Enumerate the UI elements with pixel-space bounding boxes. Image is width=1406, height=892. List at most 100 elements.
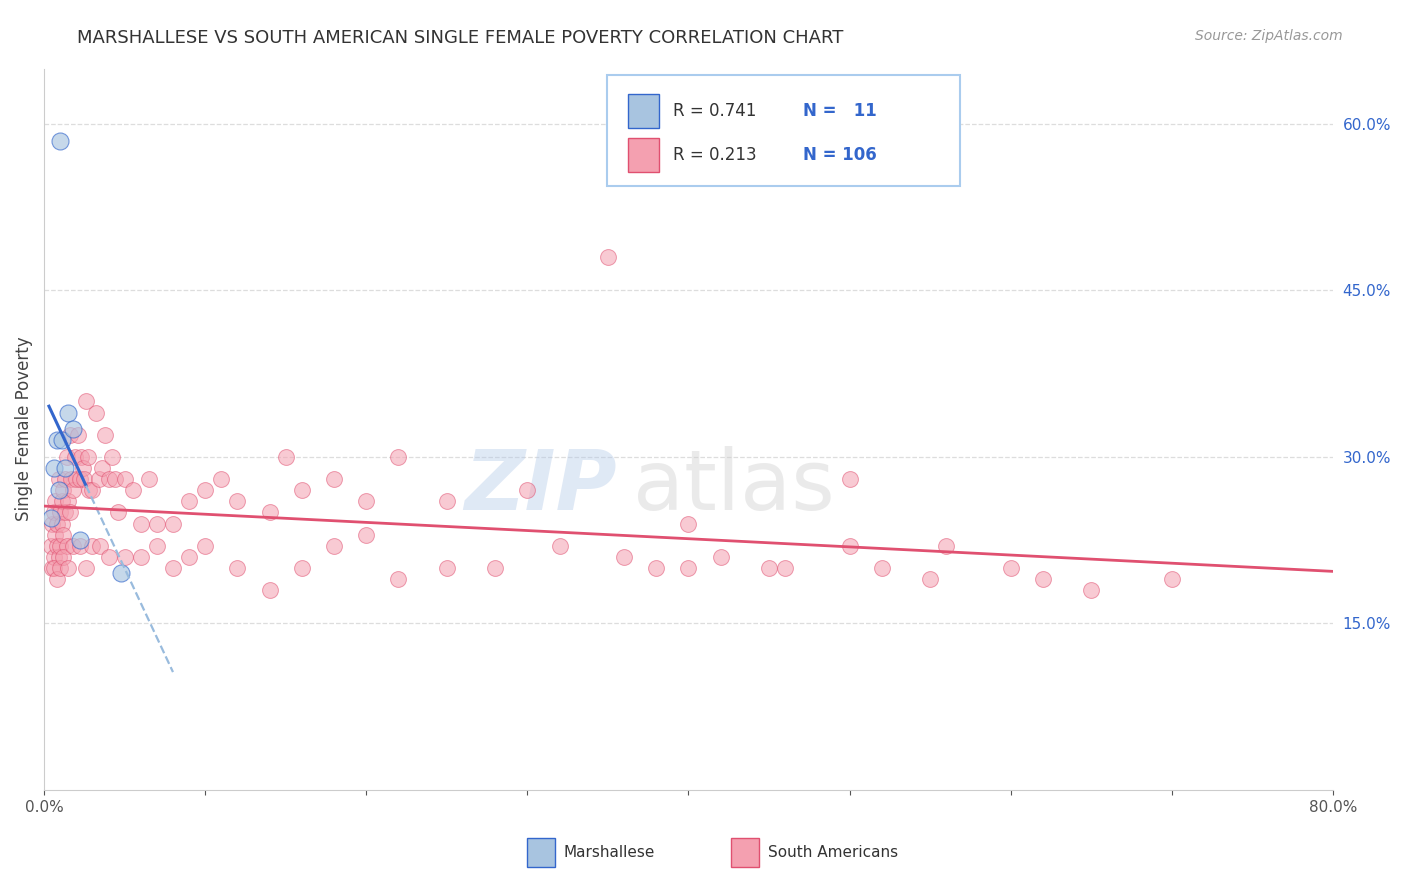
Point [274,450,297,464]
Point [1080,583,1102,598]
Point [69,539,91,553]
Point [838,472,860,486]
Point [91,461,114,475]
Point [60,472,83,486]
Point [52,483,75,498]
Point [97,549,120,564]
Point [1032,572,1054,586]
Text: Marshallese: Marshallese [564,846,655,860]
Point [46,539,69,553]
Point [323,539,346,553]
Point [323,472,346,486]
Point [773,561,796,575]
Point [63,450,86,464]
Point [84,405,107,419]
Point [1160,572,1182,586]
Point [46,434,69,448]
Point [678,561,700,575]
Point [59,427,82,442]
Point [62,483,84,498]
Point [82,539,104,553]
Text: N = 106: N = 106 [803,146,876,164]
Text: MARSHALLESE VS SOUTH AMERICAN SINGLE FEMALE POVERTY CORRELATION CHART: MARSHALLESE VS SOUTH AMERICAN SINGLE FEM… [77,29,844,46]
Point [55,539,77,553]
Point [58,494,80,508]
Point [645,561,668,575]
Point [194,539,217,553]
Point [436,494,458,508]
Point [436,561,458,575]
Point [53,505,76,519]
Point [46,572,69,586]
Point [920,572,942,586]
Point [177,494,200,508]
Point [838,539,860,553]
Point [62,539,84,553]
Point [162,516,184,531]
Text: South Americans: South Americans [768,846,898,860]
Point [49,505,72,519]
Point [104,472,127,486]
Text: Source: ZipAtlas.com: Source: ZipAtlas.com [1195,29,1343,43]
Point [42,505,65,519]
Point [259,583,281,598]
Point [94,427,117,442]
Point [226,561,249,575]
Text: R = 0.213: R = 0.213 [673,146,756,164]
Point [65,472,87,486]
Point [48,549,70,564]
Point [162,561,184,575]
Point [51,494,73,508]
Point [548,539,571,553]
Point [758,561,780,575]
Point [114,549,136,564]
Text: atlas: atlas [633,446,834,527]
Point [39,539,62,553]
Point [55,450,77,464]
Point [49,539,72,553]
Point [51,434,73,448]
Point [75,394,97,409]
Point [46,516,69,531]
Point [596,250,619,264]
Point [209,472,232,486]
Point [484,561,506,575]
Point [138,472,160,486]
Point [387,572,409,586]
Text: ZIP: ZIP [464,446,617,527]
Point [177,549,200,564]
Point [129,549,152,564]
Point [146,516,169,531]
Point [48,472,70,486]
Point [53,472,76,486]
Point [1000,561,1022,575]
Point [935,539,957,553]
Point [42,561,65,575]
Point [291,483,314,498]
Point [516,483,538,498]
Point [48,483,70,498]
Point [870,561,893,575]
Point [89,539,111,553]
Point [678,516,700,531]
Text: N =   11: N = 11 [803,102,876,120]
Point [51,516,73,531]
Point [226,494,249,508]
Text: R = 0.741: R = 0.741 [673,102,756,120]
Point [44,494,66,508]
Point [114,472,136,486]
Point [107,505,129,519]
Point [710,549,733,564]
Point [356,494,378,508]
Point [58,561,80,575]
Point [41,516,63,531]
Point [59,505,82,519]
Point [110,566,132,581]
Point [387,450,409,464]
Point [69,533,91,548]
Point [87,472,110,486]
Point [39,511,62,525]
Point [356,527,378,541]
Point [53,461,76,475]
Point [73,472,96,486]
